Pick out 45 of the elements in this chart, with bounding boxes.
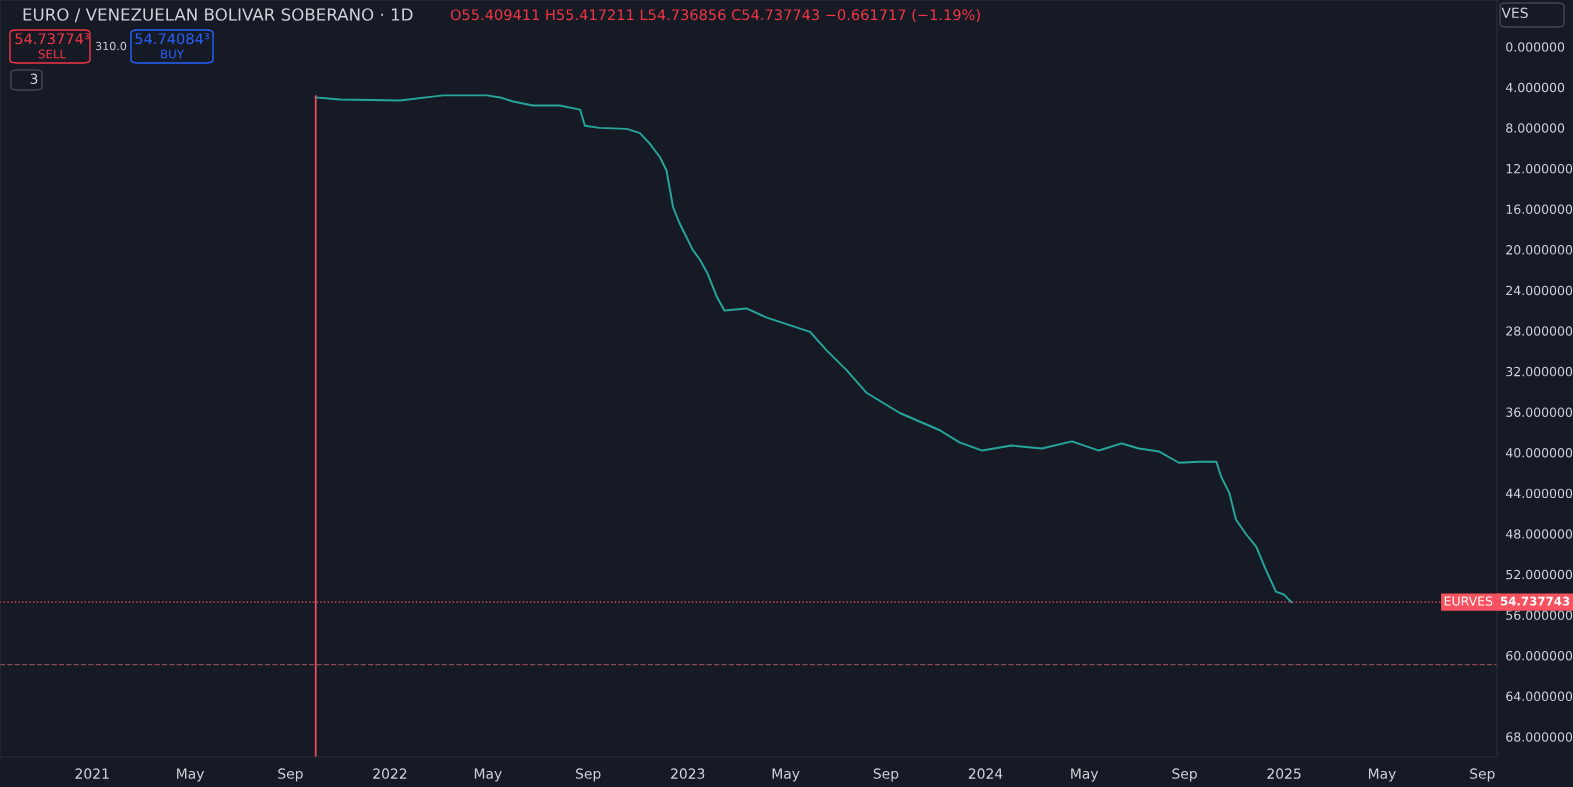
y-tick-label: 44.000000 — [1505, 488, 1573, 499]
x-tick-label: 2022 — [373, 768, 407, 779]
annotation: SELL — [38, 49, 66, 59]
y-tick-label: 60.000000 — [1506, 651, 1573, 661]
x-tick-label: Sep — [1172, 768, 1197, 782]
x-tick-label: 2021 — [75, 768, 109, 779]
y-tick-label: 48.000000 — [1505, 529, 1573, 539]
annotation: BUY — [161, 49, 184, 59]
annotation: 54.74084³ — [135, 33, 209, 45]
x-tick-label: 2025 — [1267, 768, 1301, 779]
x-tick-label: May — [177, 768, 205, 782]
x-tick-label: May — [474, 768, 502, 782]
x-tick-label: Sep — [873, 768, 899, 782]
y-tick-label: 56.000000 — [1506, 610, 1573, 620]
annotation: 3 — [30, 73, 38, 85]
x-tick-label: Sep — [576, 768, 601, 782]
line-series — [314, 94, 1293, 604]
text: 54.737743 — [1500, 596, 1570, 606]
annotation: 310.0 — [95, 41, 127, 51]
y-tick-label: 4.000000 — [1505, 82, 1565, 93]
x-tick-label: May — [772, 768, 800, 782]
y-tick-label: 20.000000 — [1506, 245, 1573, 255]
y-tick-label: 64.000000 — [1506, 691, 1573, 702]
x-tick-label: May — [1368, 768, 1396, 782]
y-tick-label: 0.000000 — [1506, 42, 1565, 52]
text: VES — [1501, 7, 1528, 19]
y-tick-label: 12.000000 — [1506, 163, 1573, 174]
y-tick-label: 36.000000 — [1506, 407, 1573, 417]
x-tick-label: Sep — [278, 768, 303, 782]
x-tick-label: Sep — [1470, 768, 1495, 782]
y-tick-label: 68.000000 — [1506, 732, 1573, 742]
y-tick-label: 52.000000 — [1506, 569, 1573, 580]
x-tick-label: 2024 — [968, 768, 1003, 779]
x-tick-label: May — [1071, 768, 1099, 782]
ref-line-label: EURVES — [1444, 596, 1493, 606]
annotation: 54.73774³ — [15, 33, 89, 45]
y-tick-label: 28.000000 — [1506, 326, 1573, 336]
x-tick-label: 2023 — [671, 768, 705, 779]
y-tick-label: 16.000000 — [1506, 204, 1573, 214]
annotation: O55.409411 H55.417211 L54.736856 C54.737743 −0.661717 (−1.19%) — [450, 8, 980, 22]
y-tick-label: 8.000000 — [1506, 123, 1565, 133]
y-tick-label: 32.000000 — [1506, 366, 1573, 377]
y-tick-label: 40.000000 — [1505, 448, 1573, 458]
y-tick-label: 24.000000 — [1506, 285, 1573, 296]
chart-title: EURO / VENEZUELAN BOLIVAR SOBERANO · 1D — [23, 8, 413, 23]
